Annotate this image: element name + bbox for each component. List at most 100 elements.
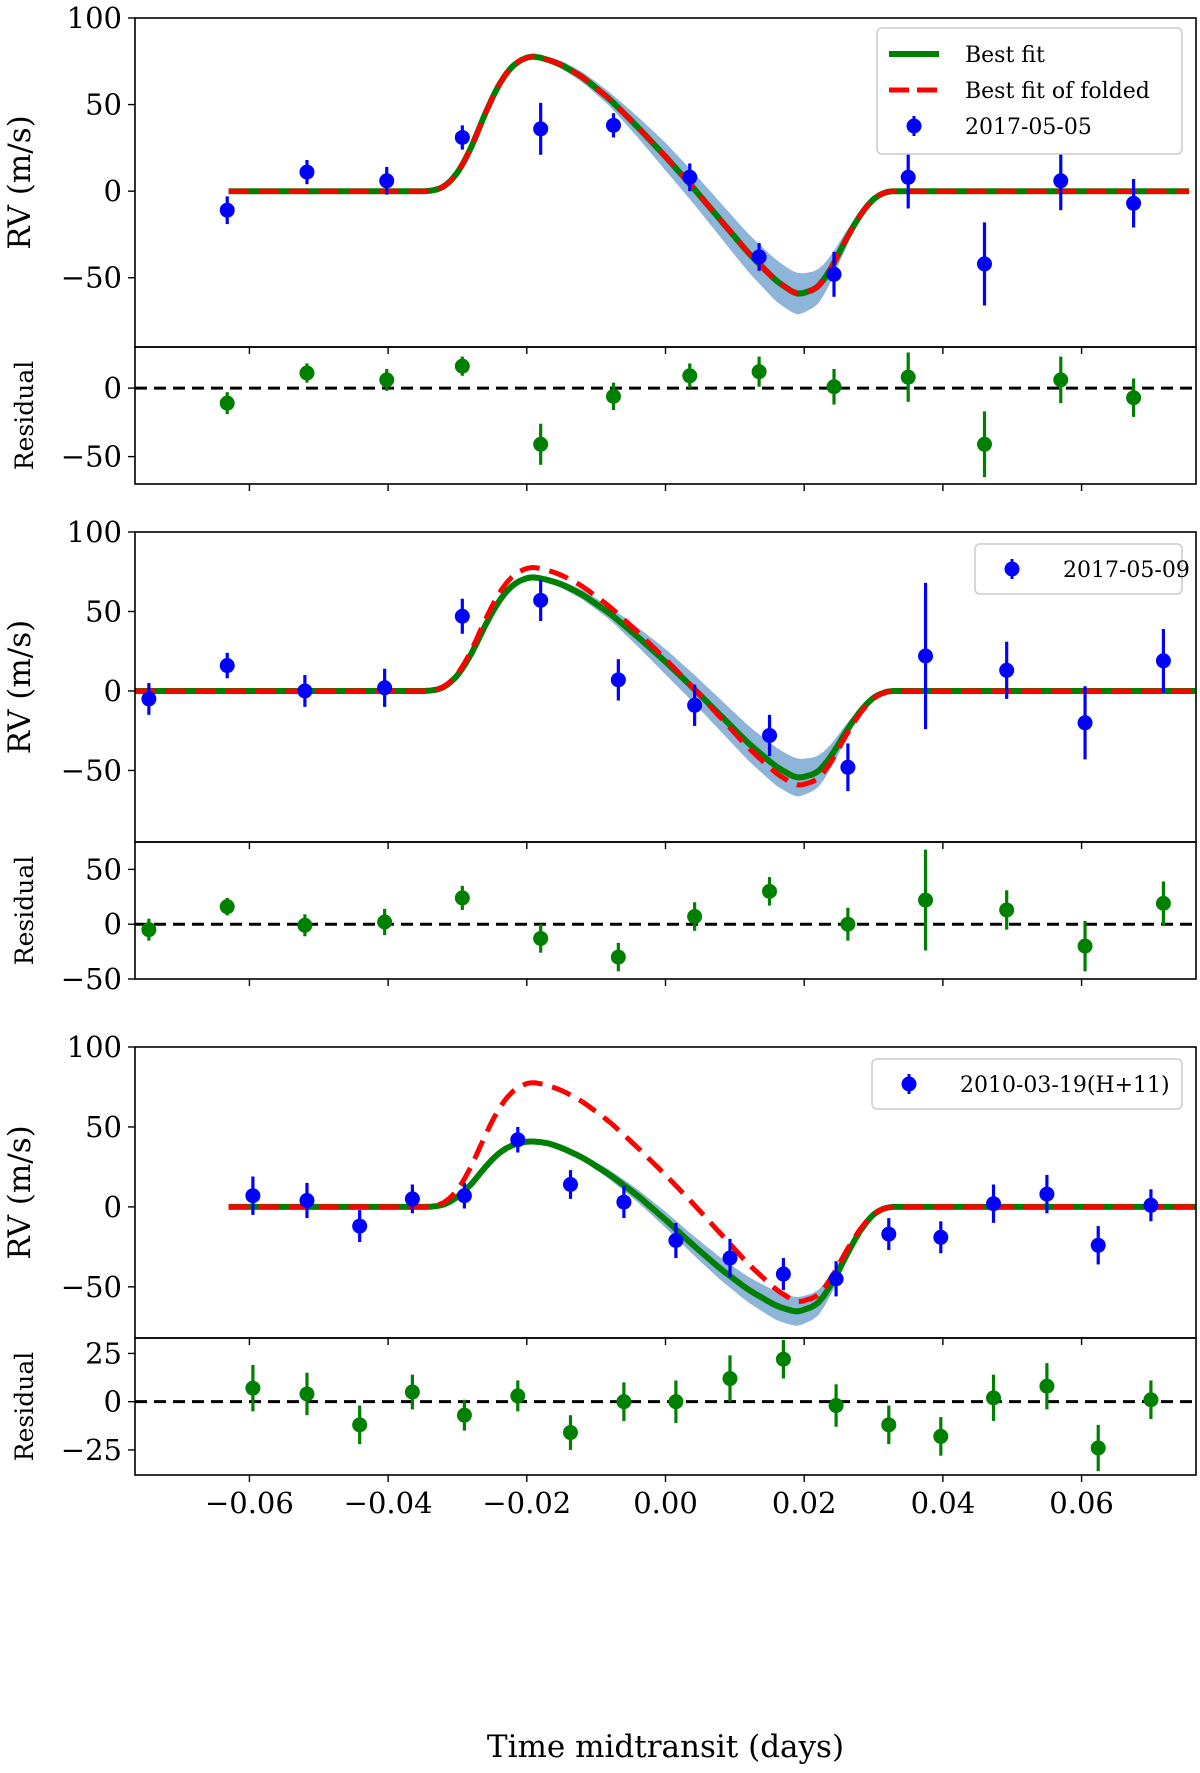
rv-marker (751, 249, 767, 265)
rv-point (610, 659, 626, 701)
residual-point (918, 849, 934, 951)
residual-marker (1126, 390, 1142, 406)
rv-point (722, 1238, 738, 1278)
rv-marker (828, 1271, 844, 1287)
residual-point (986, 1374, 1002, 1421)
legend-swatch-marker (1004, 561, 1020, 577)
legend-swatch-marker (906, 118, 922, 134)
rv-point (1143, 1189, 1159, 1222)
rv-marker (840, 759, 856, 775)
residual-point (1039, 1363, 1055, 1410)
legend-box (974, 543, 1183, 595)
legend-label-dataset: 2017-05-05 (965, 115, 1092, 140)
residual-marker (379, 372, 395, 388)
rv-point (1090, 1226, 1106, 1265)
panel-2017-05-09: −50 0 50 100 RV (m/s) 2017-05-09 −50 0 50 Residua… (2, 515, 1197, 996)
residual-marker (1155, 895, 1171, 911)
residual-point (352, 1405, 368, 1445)
rv-point (379, 166, 395, 195)
rv-marker (219, 202, 235, 218)
residual-point (682, 363, 698, 389)
y-tick-label: 100 (67, 515, 122, 549)
residual-axes-frame (134, 1337, 1197, 1476)
residual-point (533, 924, 549, 953)
residual-marker (299, 365, 315, 381)
residual-marker (775, 1351, 791, 1367)
x-tick-label: 0.04 (911, 1486, 976, 1520)
rv-point (562, 1170, 578, 1199)
rv-point (299, 1182, 315, 1219)
residual-point (668, 1380, 684, 1423)
legend-swatch-marker (901, 1076, 917, 1092)
rv-marker (141, 691, 157, 707)
rv-marker (918, 648, 934, 664)
rv-marker (456, 1188, 472, 1204)
rv-point (840, 743, 856, 792)
panel-2010-03-19(H+11): −50 0 50 100 RV (m/s) 2010-03-19(H+11) −25 0 25 R… (2, 1030, 1197, 1520)
rv-point (1126, 179, 1142, 228)
residual-y-axis-label: Residual (10, 361, 39, 470)
y-tick-label: 50 (85, 88, 122, 122)
uncertainty-band (429, 1139, 902, 1326)
residual-point (245, 1365, 261, 1412)
y-tick-label: 100 (67, 1030, 122, 1064)
rv-point (881, 1218, 897, 1251)
x-tick-label: 0.02 (772, 1486, 837, 1520)
rv-marker (510, 1132, 526, 1148)
residual-marker (456, 1407, 472, 1423)
rv-point (454, 125, 470, 150)
residual-marker (687, 909, 703, 925)
x-tick-label: 0.06 (1049, 1486, 1114, 1520)
folded-fit-line (135, 565, 1196, 788)
residual-point (219, 392, 235, 415)
rv-marker (605, 117, 621, 133)
residual-y-tick-label: −50 (61, 962, 122, 996)
residual-y-tick-label: 0 (104, 907, 122, 941)
folded-fit-line (228, 54, 1190, 297)
residual-point (1077, 920, 1093, 972)
rv-point (219, 196, 235, 225)
residual-marker (826, 379, 842, 395)
rv-marker (682, 169, 698, 185)
rv-point (454, 598, 470, 634)
residual-point (533, 423, 549, 465)
legend-box (876, 27, 1183, 155)
rv-point (976, 222, 992, 306)
rv-marker (533, 121, 549, 137)
residual-point (454, 356, 470, 376)
residual-marker (751, 364, 767, 380)
residual-point (976, 411, 992, 478)
residual-marker (352, 1417, 368, 1433)
rv-point (245, 1176, 261, 1215)
rv-marker (219, 658, 235, 674)
residual-point (404, 1374, 420, 1410)
rv-marker (976, 256, 992, 272)
rv-point (900, 146, 916, 209)
rv-marker (687, 697, 703, 713)
y-tick-label: 50 (85, 594, 122, 628)
residual-marker (881, 1417, 897, 1433)
residual-marker (219, 395, 235, 411)
rv-marker (1039, 1186, 1055, 1202)
rv-point (141, 683, 157, 715)
rv-point (751, 243, 767, 271)
residual-point (454, 885, 470, 910)
rv-marker (562, 1177, 578, 1193)
rv-marker (1126, 195, 1142, 211)
residual-marker (722, 1371, 738, 1387)
residual-marker (1053, 372, 1069, 388)
residual-point (900, 352, 916, 402)
folded-fit-line (228, 1080, 1196, 1304)
rv-marker (454, 608, 470, 624)
rv-marker (1143, 1197, 1159, 1213)
rv-point (1077, 686, 1093, 760)
rv-point (352, 1210, 368, 1243)
rv-point (1155, 628, 1171, 693)
residual-point (775, 1339, 791, 1379)
residual-y-tick-label: −50 (61, 440, 122, 474)
main-plot-area (228, 1080, 1196, 1326)
residual-point (377, 908, 393, 936)
residual-y-tick-label: 50 (85, 852, 122, 886)
y-tick-label: −50 (61, 261, 122, 295)
